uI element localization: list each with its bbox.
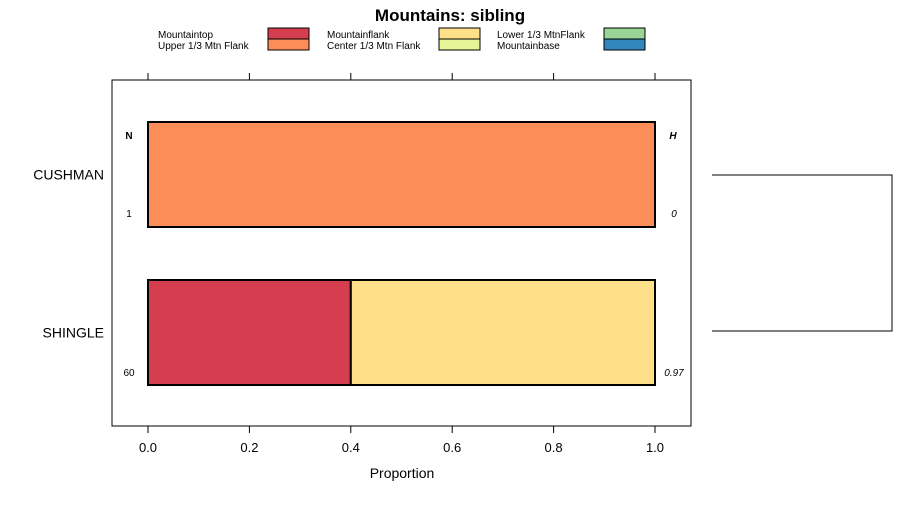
legend-swatch: [438, 27, 481, 40]
row-label: SHINGLE: [43, 325, 104, 341]
row-label: CUSHMAN: [33, 167, 104, 183]
h-value: 0: [671, 209, 677, 220]
legend-swatch: [603, 27, 646, 40]
legend-swatch: [267, 38, 310, 51]
plot-frame: [111, 79, 692, 427]
bar-segment: [147, 279, 352, 386]
legend-label: Mountainflank: [327, 30, 390, 41]
dendrogram: [712, 174, 893, 332]
n-h-values: 1 60 0 0.97: [123, 209, 684, 379]
x-tick-label: 0.4: [342, 440, 360, 455]
x-axis-title: Proportion: [370, 465, 435, 481]
n-value: 60: [123, 368, 135, 379]
h-value: 0.97: [664, 368, 684, 379]
x-tick-label: 0.6: [443, 440, 461, 455]
x-tick-label: 1.0: [646, 440, 664, 455]
h-column-header: H: [669, 131, 677, 142]
n-value: 1: [126, 209, 132, 220]
legend-swatch: [267, 27, 310, 40]
n-column-header: N: [125, 131, 132, 142]
x-tick-label: 0.0: [139, 440, 157, 455]
x-tick-label: 0.8: [545, 440, 563, 455]
chart-title: Mountains: sibling: [375, 6, 525, 25]
legend-label: Mountaintop: [158, 30, 213, 41]
bar-segment: [349, 279, 656, 386]
x-tick-label: 0.2: [240, 440, 258, 455]
legend-swatch: [603, 38, 646, 51]
legend-swatch: [438, 38, 481, 51]
legend-label: Lower 1/3 MtnFlank: [497, 30, 586, 41]
legend-label: Mountainbase: [497, 41, 560, 52]
x-axis: 0.0 0.2 0.4 0.6 0.8 1.0: [139, 73, 664, 455]
bars: [147, 121, 656, 386]
row-labels: CUSHMAN SHINGLE: [33, 167, 104, 341]
bar-segment: [147, 121, 656, 228]
legend-label: Upper 1/3 Mtn Flank: [158, 41, 250, 52]
legend-label: Center 1/3 Mtn Flank: [327, 41, 421, 52]
